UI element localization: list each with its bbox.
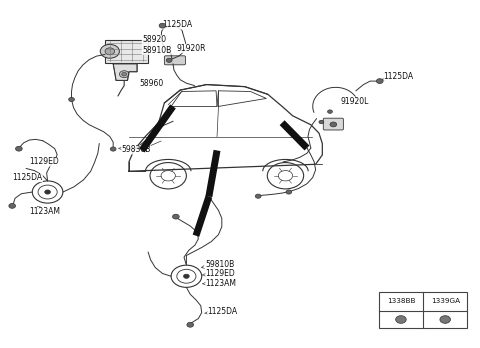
Polygon shape — [113, 64, 137, 80]
Text: 91920R: 91920R — [177, 44, 206, 53]
Circle shape — [120, 71, 129, 78]
Text: 1129ED: 1129ED — [203, 269, 235, 278]
Circle shape — [15, 146, 22, 151]
Circle shape — [187, 322, 193, 327]
Circle shape — [319, 120, 324, 124]
Circle shape — [110, 147, 116, 151]
Circle shape — [440, 316, 450, 323]
Circle shape — [69, 97, 74, 102]
Circle shape — [255, 194, 261, 198]
Text: 1125DA: 1125DA — [162, 21, 192, 30]
FancyBboxPatch shape — [164, 56, 185, 65]
Circle shape — [396, 316, 406, 323]
Text: 1125DA: 1125DA — [204, 307, 238, 316]
Circle shape — [166, 58, 172, 62]
FancyBboxPatch shape — [323, 118, 343, 130]
Circle shape — [183, 274, 189, 278]
FancyBboxPatch shape — [105, 40, 148, 63]
Circle shape — [330, 122, 336, 127]
Circle shape — [159, 23, 166, 28]
Circle shape — [286, 190, 292, 194]
Text: 1129ED: 1129ED — [29, 157, 59, 166]
Text: 58920
58910B: 58920 58910B — [142, 35, 171, 55]
Text: 59810B: 59810B — [202, 260, 235, 269]
Text: 1339GA: 1339GA — [431, 298, 460, 303]
Text: 1125DA: 1125DA — [12, 173, 43, 182]
Circle shape — [122, 72, 127, 76]
Circle shape — [105, 48, 115, 55]
Circle shape — [100, 44, 120, 58]
Text: 91920L: 91920L — [340, 97, 369, 106]
Text: 1123AM: 1123AM — [29, 206, 60, 216]
Circle shape — [9, 204, 15, 208]
FancyBboxPatch shape — [379, 292, 468, 328]
Circle shape — [327, 110, 332, 113]
Text: 58960: 58960 — [140, 79, 164, 88]
Text: 1123AM: 1123AM — [203, 279, 237, 288]
Text: 59830B: 59830B — [119, 145, 151, 154]
Circle shape — [376, 79, 383, 84]
Circle shape — [45, 190, 50, 194]
Circle shape — [172, 214, 179, 219]
Text: 1125DA: 1125DA — [382, 72, 414, 81]
Text: 1338BB: 1338BB — [387, 298, 415, 303]
